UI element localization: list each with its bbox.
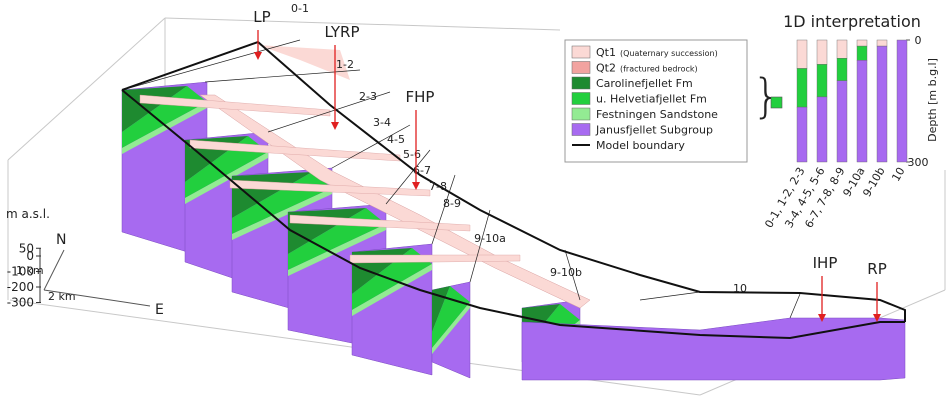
legend-swatch [572, 108, 590, 120]
section-line [640, 292, 700, 300]
y-axis-label: Depth [m b.g.l] [926, 58, 939, 142]
scale: 2 km [48, 290, 76, 303]
legend-label: Qt2 [596, 62, 616, 75]
bar-segment [877, 46, 887, 162]
borehole-label: IHP [813, 254, 838, 272]
tick-label: -300 [7, 296, 34, 310]
marker [771, 97, 782, 108]
profile-label: 9-10a [474, 232, 506, 245]
arrow-head [412, 182, 420, 190]
bar-segment [857, 40, 867, 46]
bar-segment [837, 40, 847, 58]
borehole-label: FHP [406, 88, 435, 106]
bar-segment [837, 58, 847, 80]
profile-label: 2-3 [359, 90, 377, 103]
section-line [122, 40, 300, 90]
profile-label: 0-1 [291, 2, 309, 15]
arrow-head [254, 52, 262, 60]
borehole-label: LYRP [325, 23, 360, 41]
bar-segment [797, 107, 807, 162]
section-line [205, 70, 360, 82]
bar-segment [817, 40, 827, 64]
legend-label: Carolinefjellet Fm [596, 77, 693, 90]
bar-segment [897, 40, 907, 162]
profile-label: 1-2 [336, 58, 354, 71]
bar-segment [817, 97, 827, 162]
profile-label: 10 [733, 282, 747, 295]
legend-label: Festningen Sandstone [596, 108, 718, 121]
borehole-label: RP [867, 260, 886, 278]
legend-label: Janusfjellet Subgroup [595, 124, 713, 137]
profile-label: 4-5 [387, 133, 405, 146]
interpretation-chart: 1D interpretation Depth [m b.g.l] 03000-… [762, 12, 939, 230]
borehole-label: LP [253, 8, 270, 26]
profile-label: 3-4 [373, 116, 391, 129]
profile-label: 8-9 [443, 197, 461, 210]
tick-label: 0 [26, 249, 34, 263]
figure: 0-11-22-33-44-55-66-77-88-99-10a9-10b10L… [0, 0, 952, 403]
legend-swatch [572, 62, 590, 74]
fence-diagram [122, 40, 905, 380]
tick-label: -200 [7, 280, 34, 294]
legend-note: (Quaternary succession) [620, 49, 718, 58]
profile-label: 5-6 [403, 148, 421, 161]
profile-label: 7-8 [429, 180, 447, 193]
legend-label: Model boundary [596, 139, 685, 152]
bar-segment [857, 46, 867, 60]
legend: Qt1 (Quaternary succession) Qt2 (fractured … [565, 40, 782, 162]
brace: } [752, 69, 781, 123]
section-line [332, 125, 410, 168]
north-arrow [44, 250, 64, 290]
scale: 1 km [16, 264, 44, 277]
legend-label: Qt1 [596, 46, 616, 59]
bar-segment [857, 60, 867, 162]
legend-swatch [572, 93, 590, 105]
bar-segment [797, 40, 807, 68]
east: E [155, 302, 164, 318]
y-tick-label: 0 [915, 34, 922, 47]
profile-label: 9-10b [550, 266, 582, 279]
y-tick-label: 300 [908, 156, 929, 169]
bar-segment [877, 40, 887, 46]
axis-label: m a.s.l. [6, 207, 50, 221]
legend-note: (fractured bedrock) [620, 65, 698, 74]
legend-label: u. Helvetiafjellet Fm [596, 93, 707, 106]
legend-swatch [572, 77, 590, 89]
bar-segment [817, 64, 827, 97]
x-tick-label: 10 [889, 165, 907, 184]
arrow-head [331, 122, 339, 130]
bar-segment [797, 68, 807, 107]
north: N [56, 232, 66, 248]
section-line [790, 294, 800, 318]
chart-title: 1D interpretation [783, 12, 921, 31]
bar-segment [837, 81, 847, 162]
legend-swatch [572, 124, 590, 136]
legend-swatch [572, 46, 590, 58]
